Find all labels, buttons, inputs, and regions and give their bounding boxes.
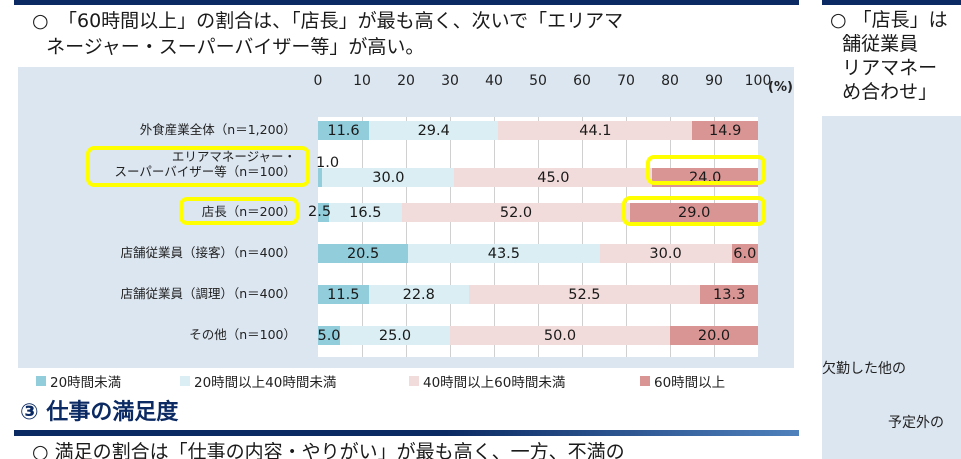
bar-segment: 30.0 (322, 168, 455, 187)
x-axis-tick: 20 (397, 73, 415, 89)
right-category-label-1: 欠勤した他の (822, 361, 906, 377)
category-label: 店舗従業員（接客）（n＝400） (120, 245, 296, 260)
bar-segment: 11.6 (318, 121, 370, 140)
bar-segment (318, 203, 329, 222)
legend-swatch-icon (640, 376, 650, 386)
lead-line-1: 「60時間以上」の割合は、「店長」が最も高く、次いで「エリアマ (58, 10, 624, 32)
highlight-label-area-manager (86, 146, 310, 187)
right-chart-panel (822, 116, 961, 459)
x-axis-tick: 70 (617, 73, 635, 89)
bar-segment: 22.8 (368, 285, 469, 304)
bar-segment (318, 168, 323, 187)
bar-segment: 52.0 (401, 203, 631, 222)
right-category-label-2: 予定外の (888, 415, 944, 431)
gridline (450, 117, 451, 357)
legend-item-3: 40時間以上60時間未満 (409, 371, 565, 391)
bar-segment: 45.0 (454, 168, 653, 187)
gridline (538, 117, 539, 357)
x-axis-tick: 30 (441, 73, 459, 89)
stacked-bar: 11.6 29.4 44.1 14.9 (318, 121, 758, 140)
bar-segment: 5.0 (317, 326, 341, 345)
plot-area (318, 117, 758, 357)
highlight-bar-area-manager-60h (646, 155, 766, 185)
bar-value-label: 1.0 (316, 155, 340, 171)
x-axis-tick: 80 (661, 73, 679, 89)
category-label: 店舗従業員（調理）（n＝400） (120, 286, 296, 301)
bar-segment: 11.5 (318, 285, 369, 304)
x-axis-tick: 90 (705, 73, 723, 89)
x-axis-tick: 0 (313, 73, 323, 89)
bar-segment: 50.0 (450, 326, 670, 345)
gridline (582, 117, 583, 357)
bar-segment: 29.0 (630, 203, 758, 222)
bar-segment: 44.1 (498, 121, 693, 140)
x-axis-tick: 50 (529, 73, 547, 89)
x-axis-unit: (%) (768, 80, 793, 95)
bar-segment: 20.5 (318, 244, 409, 263)
legend-swatch-icon (180, 376, 190, 386)
bullet-mark: ○ (32, 10, 49, 32)
category-label: 外食産業全体（n＝1,200） (139, 122, 296, 137)
category-label: エリアマネージャー・ スーパーバイザー等（n＝100） (114, 149, 296, 179)
bar-segment: 29.4 (369, 121, 499, 140)
stacked-bar: 16.5 52.0 29.0 (318, 203, 758, 222)
top-rule-right (822, 0, 961, 5)
bar-segment: 16.5 (329, 203, 402, 222)
right-lead-text: ○ 「店長」は 舗従業員 リアマネー め合わせ」 (830, 9, 948, 103)
category-label: その他（n＝100） (189, 327, 296, 342)
bar-segment: 6.0 (731, 244, 758, 263)
lead-line-2: ネージャー・スーパーバイザー等」が高い。 (46, 36, 425, 58)
stacked-bar: 5.0 25.0 50.0 20.0 (317, 326, 758, 345)
gridline (714, 117, 715, 357)
bar-segment: 43.5 (408, 244, 600, 263)
x-axis-tick: 60 (573, 73, 591, 89)
section-title: ③ 仕事の満足度 (20, 400, 179, 425)
section-lead: ○ 満足の割合は「仕事の内容・やりがい」が最も高く、一方、不満の (32, 441, 625, 459)
x-axis-tick: 40 (485, 73, 503, 89)
gridline (406, 117, 407, 357)
bar-segment: 30.0 (599, 244, 732, 263)
gridline (362, 117, 363, 357)
x-axis-tick: 100 (744, 73, 772, 89)
top-rule-left (14, 0, 799, 5)
category-label: 店長（n＝200） (201, 204, 296, 219)
stacked-bar: 20.5 43.5 30.0 6.0 (318, 244, 758, 263)
legend-swatch-icon (36, 376, 46, 386)
lead-text: ○ 「60時間以上」の割合は、「店長」が最も高く、次いで「エリアマ ネージャー・ス… (32, 8, 623, 60)
bar-value-label: 2.5 (308, 204, 332, 220)
bar-segment: 25.0 (340, 326, 450, 345)
highlight-bar-store-manager-60h (622, 196, 766, 226)
bar-segment: 52.5 (468, 285, 700, 304)
gridline (494, 117, 495, 357)
highlight-label-store-manager (179, 197, 299, 225)
bar-segment: 20.0 (670, 326, 758, 345)
legend-item-4: 60時間以上 (640, 371, 725, 391)
gridline (626, 117, 627, 357)
section-rule (14, 430, 799, 436)
legend-item-2: 20時間以上40時間未満 (180, 371, 336, 391)
bar-segment: 13.3 (699, 285, 759, 304)
legend-item-1: 20時間未満 (36, 371, 121, 391)
x-axis-tick: 10 (353, 73, 371, 89)
legend-swatch-icon (409, 376, 419, 386)
stacked-bar: 11.5 22.8 52.5 13.3 (318, 285, 759, 304)
bar-segment: 14.9 (692, 121, 758, 140)
gridline (670, 117, 671, 357)
